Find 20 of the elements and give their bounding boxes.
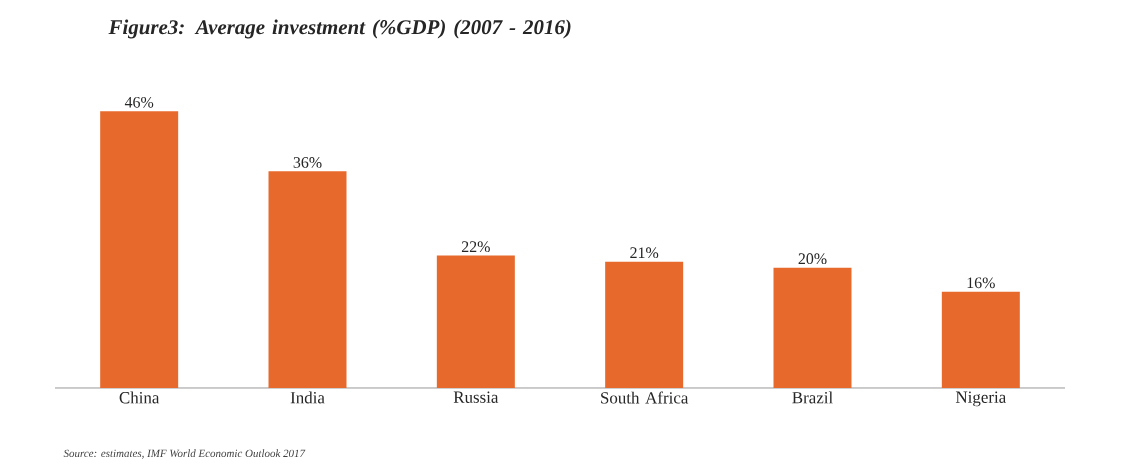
bar	[100, 111, 179, 388]
x-tick-label: India	[290, 391, 325, 404]
data-label: 21%	[630, 247, 659, 259]
bar	[605, 261, 684, 388]
bar	[436, 255, 515, 388]
source-note: Source: estimates, IMF World Economic Outlook 2017	[63, 449, 306, 459]
x-tick-label: Russia	[453, 391, 499, 403]
data-label: 16%	[967, 277, 995, 289]
data-label: 22%	[461, 241, 490, 253]
data-label: 46%	[124, 96, 154, 108]
bar	[773, 267, 852, 388]
bar	[941, 291, 1020, 388]
chart-title: Figure3: Average investment (%GDP) (2007 - 2016)	[108, 19, 571, 39]
x-tick-label: South Africa	[601, 391, 689, 404]
x-tick-label: Brazil	[792, 391, 833, 404]
x-tick-label: Nigeria	[955, 391, 1006, 407]
data-label: 20%	[798, 253, 827, 265]
bar	[268, 171, 347, 388]
data-label: 36%	[293, 157, 322, 168]
x-tick-label: China	[119, 391, 160, 404]
